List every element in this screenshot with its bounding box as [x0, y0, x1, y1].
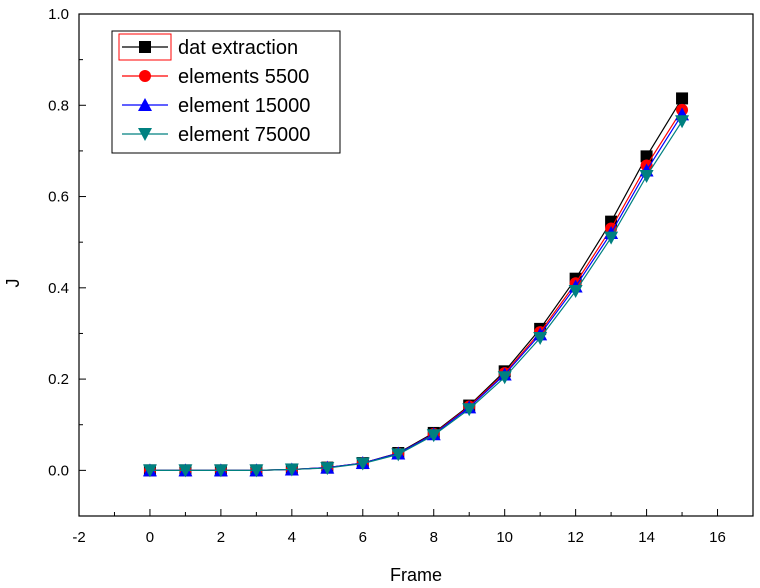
legend-entry: element 15000: [122, 95, 310, 117]
x-tick-label: 6: [359, 529, 367, 546]
data-point: [497, 371, 512, 385]
x-tick-label: 16: [709, 529, 726, 546]
legend-entry: elements 5500: [122, 66, 309, 88]
series-4: [142, 115, 690, 478]
series-line: [149, 109, 683, 471]
y-tick-label: 0.4: [48, 280, 69, 297]
y-tick-label: 0.2: [48, 371, 69, 388]
plot-area-frame: [78, 13, 754, 517]
series-3: [142, 107, 690, 477]
y-axis-title: J: [3, 279, 23, 288]
x-tick-label: 12: [567, 529, 584, 546]
x-tick-label: 0: [146, 529, 154, 546]
data-point: [142, 464, 157, 478]
series-layer: [142, 92, 690, 478]
data-point: [568, 285, 583, 299]
data-point: [426, 429, 441, 443]
legend-marker: [138, 128, 152, 141]
x-tick-label: -2: [72, 529, 85, 546]
data-point: [640, 150, 653, 163]
data-point: [213, 464, 228, 478]
data-point: [249, 464, 264, 478]
series-line: [149, 114, 683, 471]
axis-ticks: -2 0 2 4 6 8 10 12 14 16 0.0 0.2 0.4 0.6 0.8 1.0: [48, 6, 726, 546]
legend-marker: [138, 98, 152, 111]
legend-label: dat extraction: [178, 37, 298, 59]
y-tick-label: 0.6: [48, 189, 69, 206]
legend-label: element 15000: [178, 95, 310, 117]
data-point: [533, 332, 548, 346]
data-point: [462, 403, 477, 417]
legend-entry: element 75000: [122, 124, 310, 146]
series-line: [149, 98, 683, 471]
legend-label: elements 5500: [178, 66, 309, 88]
data-point: [675, 115, 690, 129]
legend-selection-box: [118, 33, 172, 61]
x-tick-label: 4: [288, 529, 296, 546]
legend-entry: dat extraction: [118, 33, 298, 61]
data-point: [178, 464, 193, 478]
x-tick-label: 10: [496, 529, 513, 546]
data-point: [676, 92, 689, 105]
data-point: [391, 448, 406, 462]
y-tick-label: 1.0: [48, 6, 69, 23]
series-2: [143, 103, 689, 477]
data-point: [355, 457, 370, 471]
legend-label: element 75000: [178, 124, 310, 146]
x-tick-label: 8: [430, 529, 438, 546]
x-axis-title: Frame: [390, 565, 442, 585]
data-point: [320, 462, 335, 476]
y-tick-label: 0.8: [48, 97, 69, 114]
x-tick-label: 14: [638, 529, 655, 546]
x-tick-label: 2: [217, 529, 225, 546]
legend-marker: [139, 70, 151, 82]
y-tick-label: 0.0: [48, 462, 69, 479]
legend: dat extraction elements 5500 element 15000…: [111, 30, 341, 154]
data-point: [284, 463, 299, 477]
legend-marker: [139, 41, 151, 53]
data-point: [639, 170, 654, 184]
data-point: [604, 231, 619, 245]
series-line: [149, 120, 683, 471]
